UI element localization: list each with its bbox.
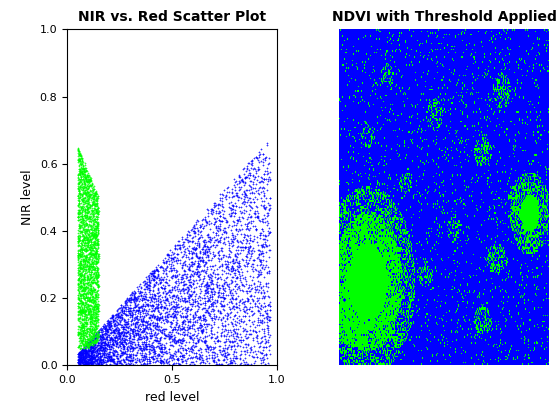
Title: NDVI with Threshold Applied: NDVI with Threshold Applied — [332, 10, 557, 24]
Y-axis label: NIR level: NIR level — [21, 170, 34, 225]
Title: NIR vs. Red Scatter Plot: NIR vs. Red Scatter Plot — [78, 10, 266, 24]
X-axis label: red level: red level — [144, 391, 199, 404]
